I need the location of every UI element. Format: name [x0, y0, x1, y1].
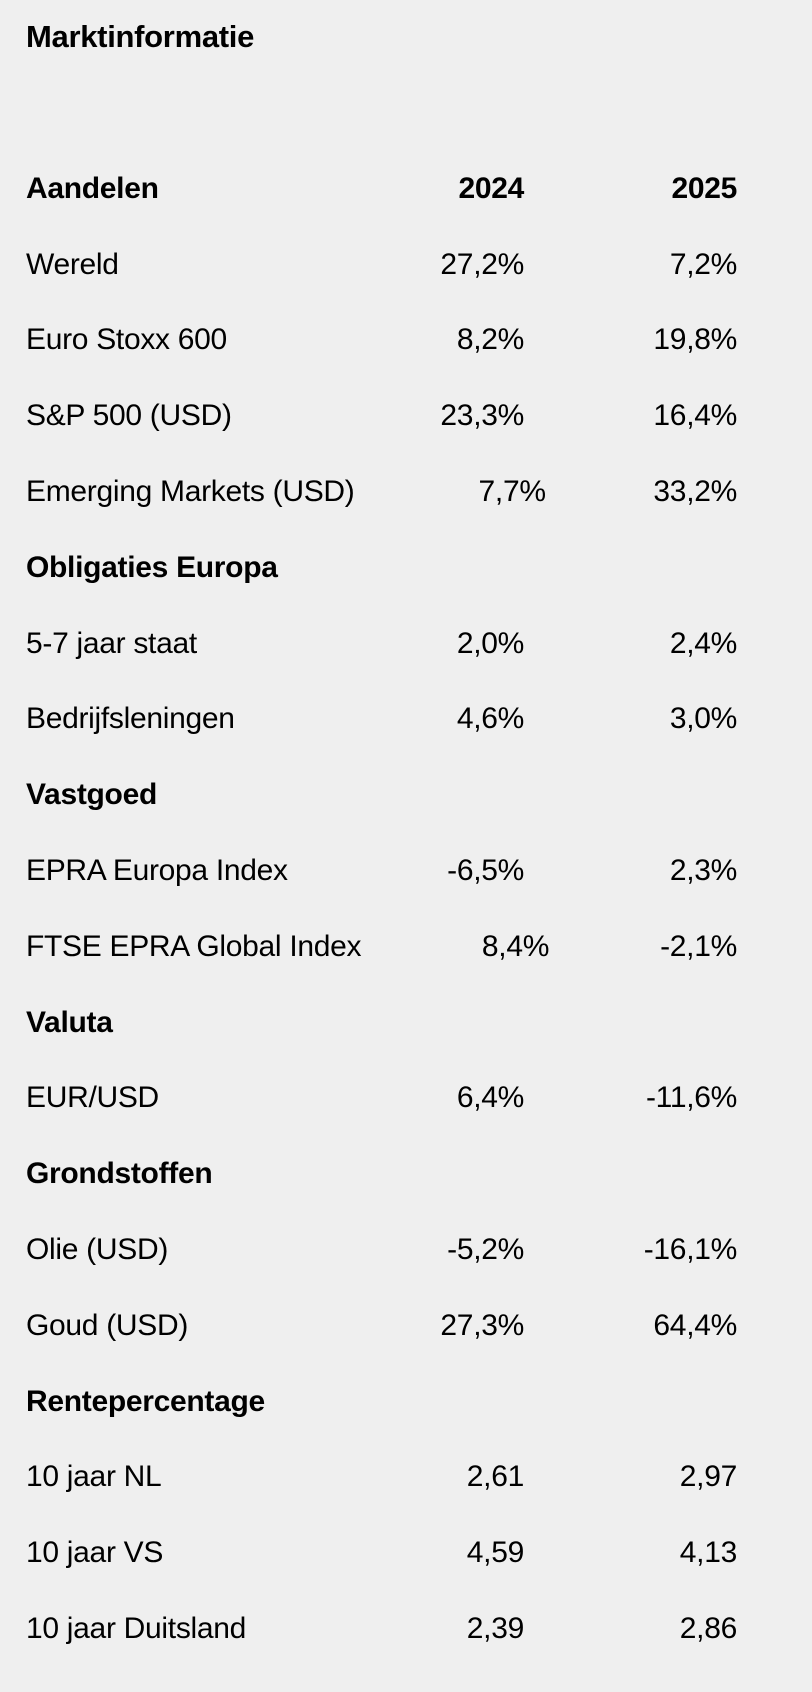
- section-header: Grondstoffen: [26, 1157, 213, 1191]
- row-label: EUR/USD: [26, 1081, 159, 1115]
- section-header-row: Vastgoed: [0, 757, 812, 833]
- row-label: EPRA Europa Index: [26, 854, 288, 888]
- value-2024: 8,2%: [456, 323, 524, 357]
- section-header: Vastgoed: [26, 778, 157, 812]
- market-table: Aandelen 2024 2025 Wereld 27,2% 7,2% Euro Stox…: [0, 151, 812, 1667]
- row-label: 10 jaar NL: [26, 1460, 162, 1494]
- section-header: Obligaties Europa: [26, 550, 278, 584]
- section-header: Aandelen: [26, 171, 159, 205]
- table-row: Wereld 27,2% 7,2%: [0, 227, 812, 303]
- value-2024: 23,3%: [440, 399, 524, 433]
- value-2025: 2,4%: [669, 626, 737, 660]
- value-2024: -5,2%: [447, 1233, 524, 1267]
- row-label: 10 jaar Duitsland: [26, 1612, 247, 1646]
- value-2024: 8,4%: [481, 929, 550, 963]
- table-row: 10 jaar NL 2,61 2,97: [0, 1440, 812, 1516]
- value-2024: 27,3%: [440, 1308, 524, 1342]
- value-2024: 2,0%: [456, 626, 524, 660]
- row-label: Goud (USD): [26, 1308, 189, 1342]
- value-2025: 2,3%: [669, 854, 737, 888]
- section-header: Valuta: [26, 1005, 113, 1039]
- column-header-2025: 2025: [671, 171, 737, 205]
- value-2025: 2,97: [679, 1460, 738, 1494]
- table-row: Goud (USD) 27,3% 64,4%: [0, 1288, 812, 1364]
- value-2025: 4,13: [679, 1536, 738, 1570]
- value-2024: 27,2%: [440, 247, 524, 281]
- section-header-row: Obligaties Europa: [0, 530, 812, 606]
- row-label: Bedrijfsleningen: [26, 702, 235, 736]
- value-2024: 2,61: [466, 1460, 525, 1494]
- value-2025: 3,0%: [669, 702, 737, 736]
- value-2025: -2,1%: [660, 929, 737, 963]
- value-2025: 2,86: [679, 1612, 738, 1646]
- section-header-row: Valuta: [0, 985, 812, 1061]
- value-2025: 16,4%: [653, 399, 737, 433]
- value-2024: 6,4%: [456, 1081, 524, 1115]
- page-title: Marktinformatie: [26, 19, 255, 54]
- table-row: 10 jaar Duitsland 2,39 2,86: [0, 1591, 812, 1667]
- section-header-row: Grondstoffen: [0, 1136, 812, 1212]
- table-row: Olie (USD) -5,2% -16,1%: [0, 1212, 812, 1288]
- table-row: Euro Stoxx 600 8,2% 19,8%: [0, 303, 812, 379]
- column-header-2024: 2024: [458, 171, 524, 205]
- table-row: EUR/USD 6,4% -11,6%: [0, 1061, 812, 1137]
- value-2025: 33,2%: [653, 475, 737, 509]
- section-header-row: Rentepercentage: [0, 1364, 812, 1440]
- row-label: 5-7 jaar staat: [26, 626, 197, 660]
- value-2024: -6,5%: [447, 854, 524, 888]
- table-row: 10 jaar VS 4,59 4,13: [0, 1515, 812, 1591]
- table-row: 5-7 jaar staat 2,0% 2,4%: [0, 606, 812, 682]
- table-row: EPRA Europa Index -6,5% 2,3%: [0, 833, 812, 909]
- row-label: Emerging Markets (USD): [26, 475, 355, 509]
- table-row: FTSE EPRA Global Index 8,4% -2,1%: [0, 909, 812, 985]
- value-2025: 64,4%: [653, 1308, 737, 1342]
- value-2025: 19,8%: [653, 323, 737, 357]
- value-2024: 4,59: [466, 1536, 525, 1570]
- row-label: Euro Stoxx 600: [26, 323, 227, 357]
- value-2024: 4,6%: [456, 702, 524, 736]
- row-label: S&P 500 (USD): [26, 399, 232, 433]
- section-header-row: Aandelen 2024 2025: [0, 151, 812, 227]
- row-label: 10 jaar VS: [26, 1536, 164, 1570]
- row-label: Olie (USD): [26, 1233, 169, 1267]
- value-2025: 7,2%: [669, 247, 737, 281]
- value-2025: -16,1%: [643, 1233, 738, 1267]
- row-label: FTSE EPRA Global Index: [26, 929, 362, 963]
- section-header: Rentepercentage: [26, 1384, 265, 1418]
- table-row: Emerging Markets (USD) 7,7% 33,2%: [0, 454, 812, 530]
- value-2024: 2,39: [466, 1612, 525, 1646]
- table-row: S&P 500 (USD) 23,3% 16,4%: [0, 378, 812, 454]
- value-2024: 7,7%: [478, 475, 546, 509]
- table-row: Bedrijfsleningen 4,6% 3,0%: [0, 682, 812, 758]
- value-2025: -11,6%: [645, 1081, 737, 1115]
- row-label: Wereld: [26, 247, 119, 281]
